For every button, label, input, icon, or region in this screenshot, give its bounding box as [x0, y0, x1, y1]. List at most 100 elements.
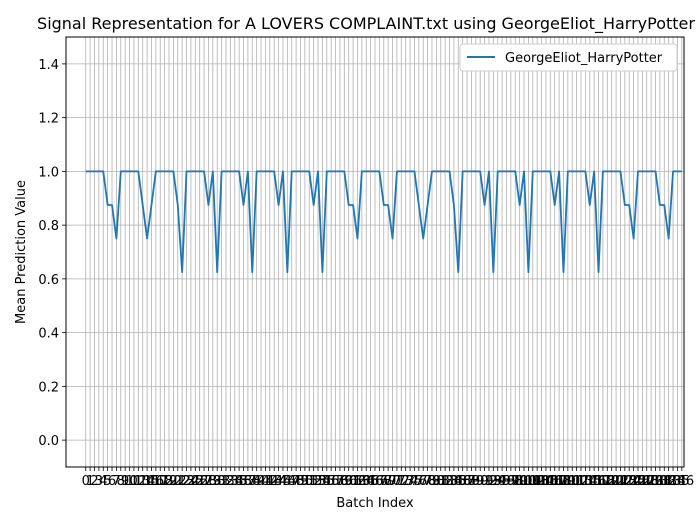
x-tick-label: 24	[183, 474, 200, 489]
x-tick-label: 78	[419, 474, 436, 489]
x-tick-label: 61	[345, 474, 362, 489]
x-tick-label: 106	[538, 474, 563, 489]
x-tick-label: 113	[569, 474, 594, 489]
x-tick-label: 46	[279, 474, 296, 489]
x-tick-label: 115	[577, 474, 602, 489]
x-tick-label: 90	[472, 474, 489, 489]
x-tick-label: 130	[643, 474, 668, 489]
x-tick-label: 114	[573, 474, 598, 489]
x-tick-label: 88	[463, 474, 480, 489]
y-tick-label: 1.4	[38, 58, 59, 73]
x-tick-label: 2	[90, 474, 98, 489]
y-tick-label: 0.2	[38, 380, 59, 395]
x-tick-label: 123	[612, 474, 637, 489]
x-tick-label: 51	[301, 474, 318, 489]
x-tick-label: 16	[148, 474, 165, 489]
x-tick-label: 29	[205, 474, 222, 489]
x-tick-label: 7	[112, 474, 120, 489]
x-tick-label: 32	[218, 474, 235, 489]
x-tick-label: 59	[336, 474, 353, 489]
x-tick-label: 26	[191, 474, 208, 489]
x-tick-label: 102	[520, 474, 545, 489]
x-tick-label: 104	[529, 474, 554, 489]
x-tick-label: 42	[262, 474, 279, 489]
x-tick-label: 58	[332, 474, 349, 489]
x-tick-label: 6	[108, 474, 116, 489]
x-tick-label: 108	[547, 474, 572, 489]
x-tick-label: 103	[525, 474, 550, 489]
x-tick-label: 35	[231, 474, 248, 489]
x-tick-label: 49	[292, 474, 309, 489]
x-tick-label: 87	[459, 474, 476, 489]
x-tick-label: 27	[196, 474, 213, 489]
x-tick-label: 25	[187, 474, 204, 489]
x-tick-label: 107	[542, 474, 567, 489]
x-tick-label: 11	[126, 474, 143, 489]
x-tick-label: 136	[669, 474, 694, 489]
x-tick-label: 72	[393, 474, 410, 489]
x-tick-label: 21	[169, 474, 186, 489]
x-tick-label: 66	[367, 474, 384, 489]
x-tick-label: 55	[319, 474, 336, 489]
x-tick-label: 132	[652, 474, 677, 489]
x-tick-label: 117	[586, 474, 611, 489]
x-tick-label: 133	[656, 474, 681, 489]
x-tick-label: 91	[476, 474, 493, 489]
x-tick-label: 131	[647, 474, 672, 489]
x-tick-label: 75	[406, 474, 423, 489]
x-tick-label: 39	[248, 474, 265, 489]
x-tick-label: 54	[314, 474, 331, 489]
x-tick-label: 1	[86, 474, 94, 489]
y-tick-label: 1.0	[38, 165, 59, 180]
x-tick-label: 119	[595, 474, 620, 489]
x-tick-label: 112	[564, 474, 589, 489]
x-tick-label: 56	[323, 474, 340, 489]
x-tick-label: 77	[415, 474, 432, 489]
x-tick-label: 69	[380, 474, 397, 489]
x-tick-label: 60	[340, 474, 357, 489]
x-tick-label: 122	[608, 474, 633, 489]
x-tick-label: 48	[288, 474, 305, 489]
x-tick-label: 85	[450, 474, 467, 489]
legend-label: GeorgeEliot_HarryPotter	[505, 51, 663, 66]
x-tick-label: 84	[446, 474, 463, 489]
x-axis-label: Batch Index	[336, 496, 414, 511]
x-tick-label: 81	[432, 474, 449, 489]
x-tick-label: 121	[604, 474, 629, 489]
x-tick-label: 95	[494, 474, 511, 489]
x-tick-label: 50	[297, 474, 314, 489]
x-tick-label: 5	[103, 474, 111, 489]
x-tick-label: 0	[82, 474, 90, 489]
x-tick-label: 124	[617, 474, 642, 489]
x-tick-label: 127	[630, 474, 655, 489]
x-tick-label: 30	[209, 474, 226, 489]
x-tick-label: 34	[226, 474, 243, 489]
x-tick-label: 76	[411, 474, 428, 489]
x-tick-label: 3	[95, 474, 103, 489]
y-tick-label: 0.8	[38, 219, 59, 234]
x-tick-label: 100	[512, 474, 537, 489]
legend-box	[459, 43, 678, 72]
x-tick-label: 12	[130, 474, 147, 489]
grid	[66, 37, 684, 467]
x-tick-label: 17	[152, 474, 169, 489]
x-tick-label: 8	[117, 474, 125, 489]
x-tick-label: 71	[389, 474, 406, 489]
x-tick-label: 15	[143, 474, 160, 489]
x-tick-label: 135	[665, 474, 690, 489]
y-tick-label: 0.6	[38, 273, 59, 288]
x-tick-label: 64	[358, 474, 375, 489]
x-tick-label: 40	[253, 474, 270, 489]
x-tick-label: 86	[454, 474, 471, 489]
chart-title: Signal Representation for A LOVERS COMPL…	[37, 14, 695, 34]
x-tick-label: 44	[270, 474, 287, 489]
x-tick-label: 37	[240, 474, 257, 489]
x-tick-label: 4	[99, 474, 107, 489]
x-tick-label: 19	[161, 474, 178, 489]
x-tick-label: 74	[402, 474, 419, 489]
x-tick-label: 23	[178, 474, 195, 489]
series-layer	[85, 170, 682, 274]
x-tick-label: 10	[121, 474, 138, 489]
x-tick-label: 43	[266, 474, 283, 489]
x-tick-label: 70	[384, 474, 401, 489]
